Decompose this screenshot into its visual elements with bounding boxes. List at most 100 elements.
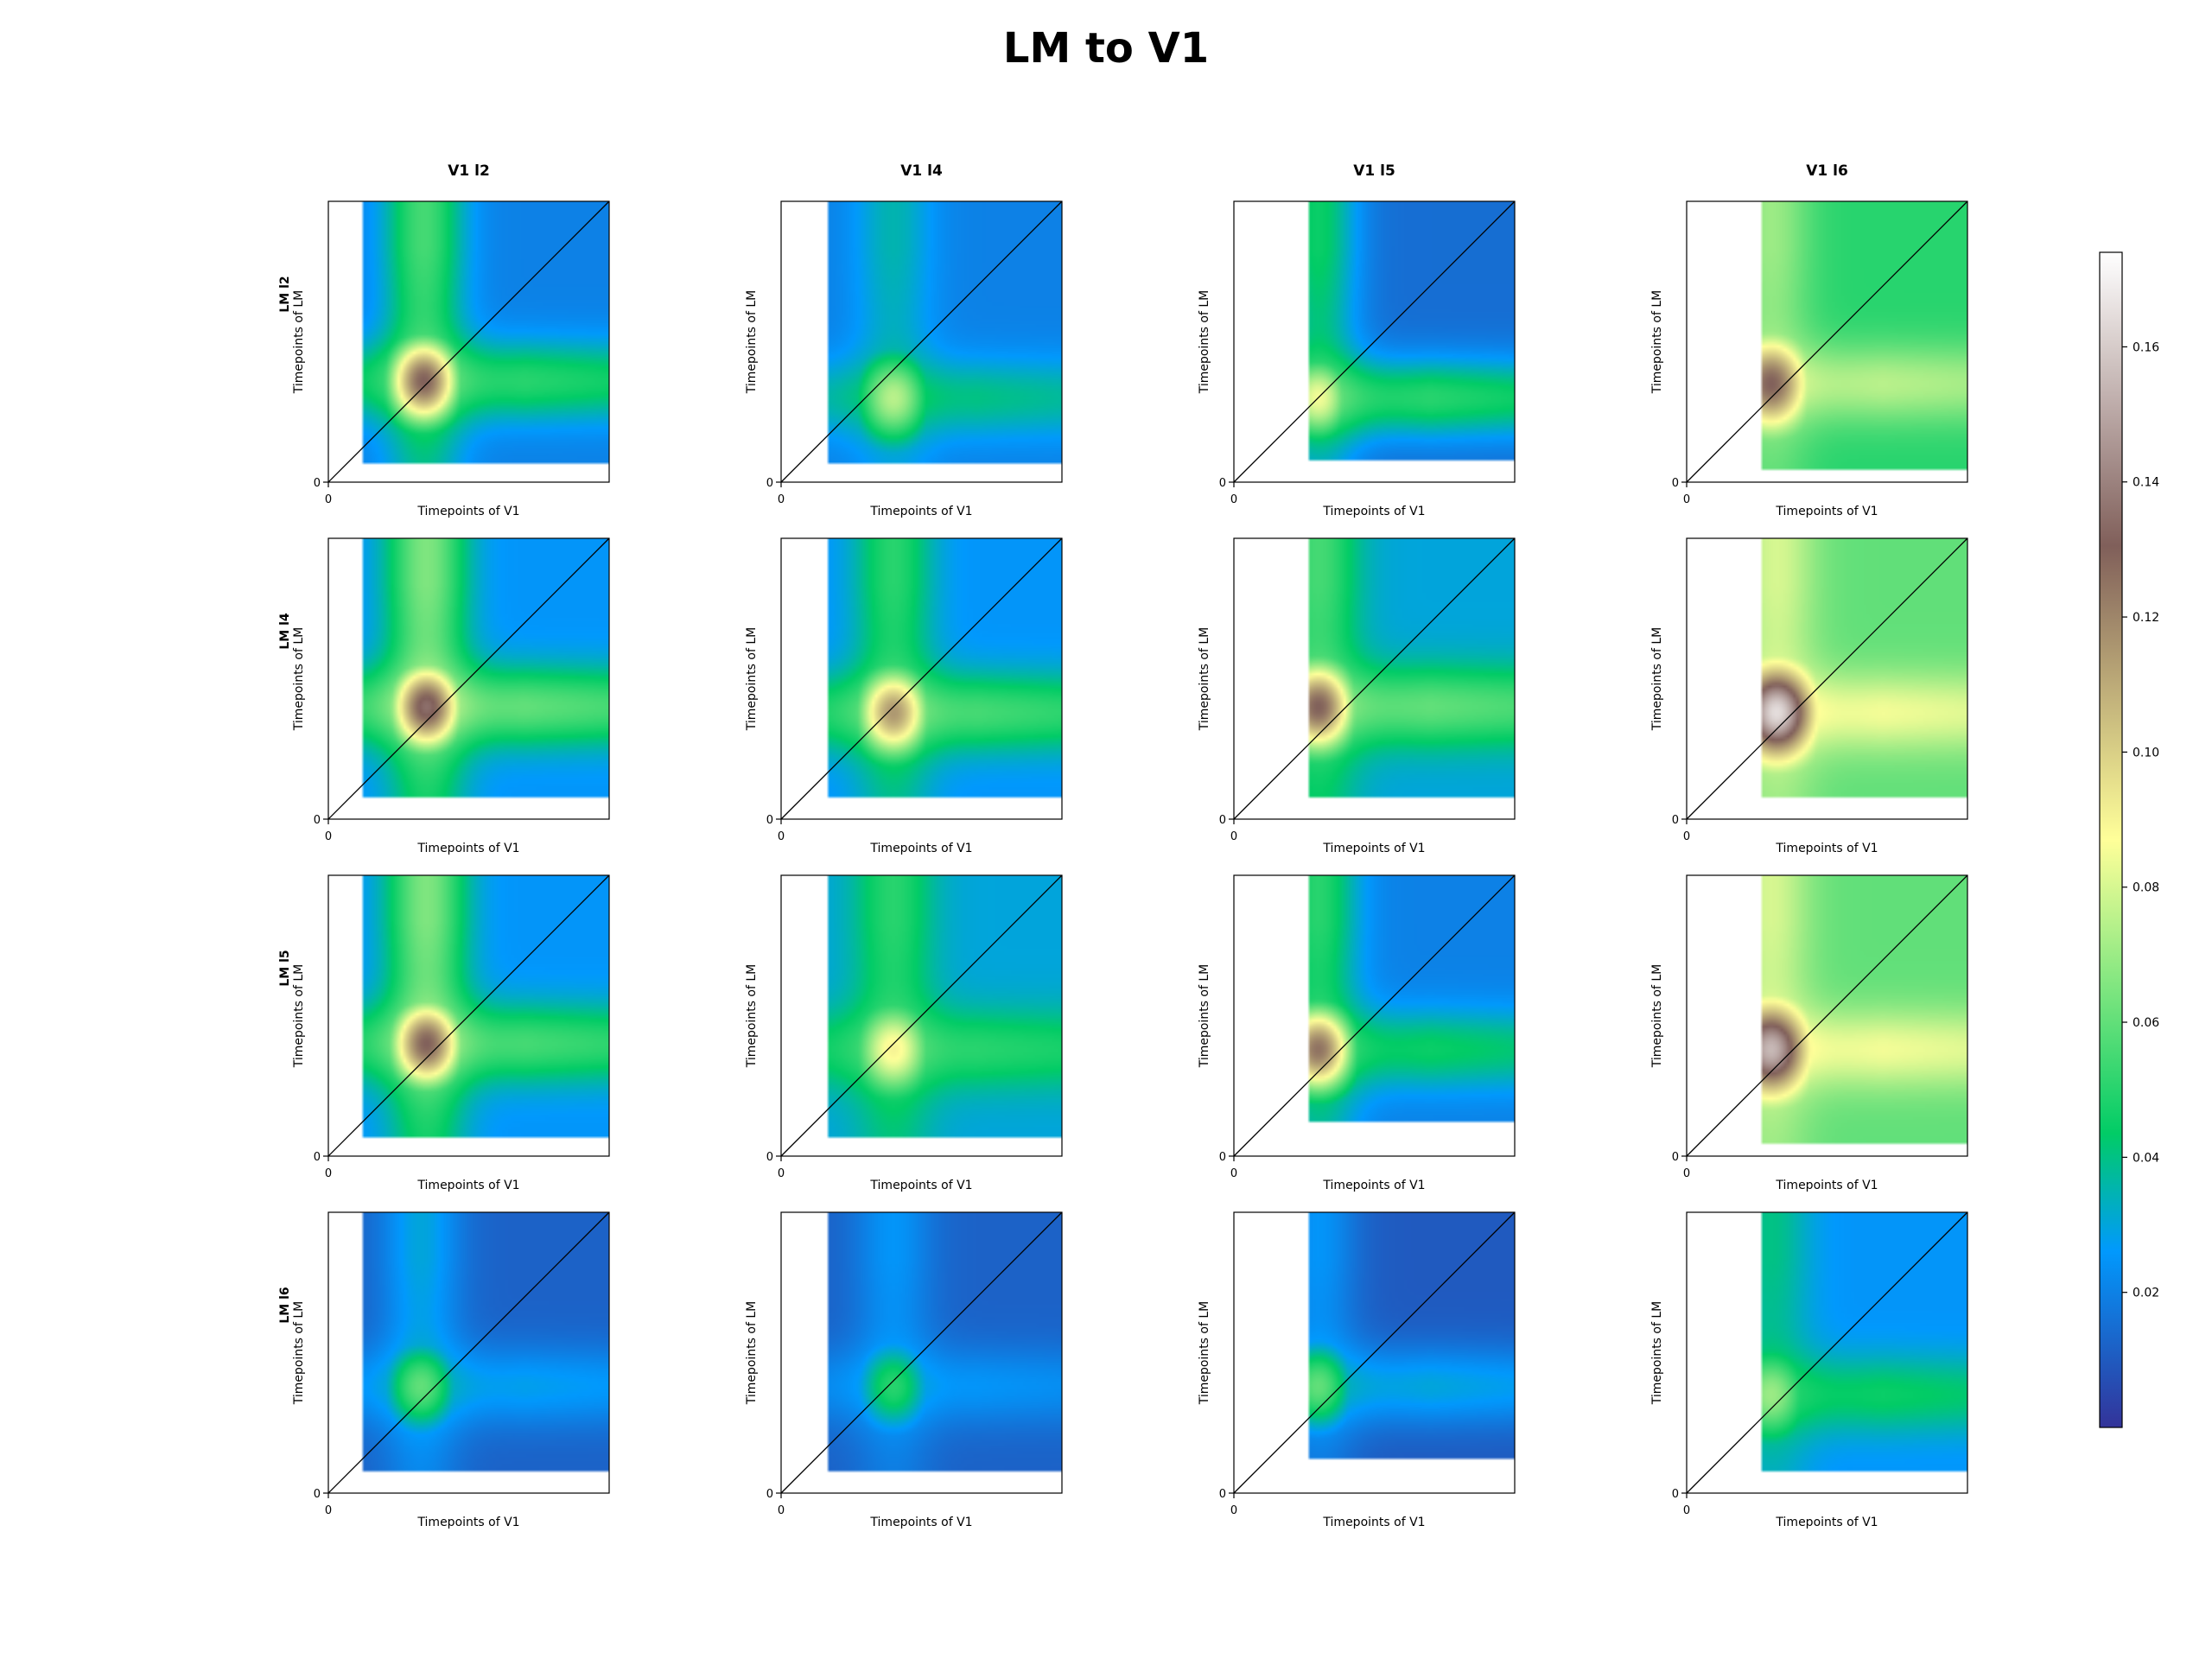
- row-title: LM l6: [278, 1287, 292, 1323]
- panel-frame: [327, 874, 610, 1157]
- row-title: LM l2: [278, 276, 292, 312]
- heatmap-panel: 00 Timepoints of V1 Timepoints of LM: [745, 200, 1063, 518]
- y-tick-label: 0: [1672, 1488, 1679, 1501]
- x-tick-label: 0: [1683, 830, 1690, 843]
- colorbar-tick-label: 0.08: [2133, 881, 2159, 895]
- row-title: LM l5: [278, 950, 292, 986]
- diagonal-line: [780, 200, 1063, 483]
- row-title: LM l4: [278, 613, 292, 650]
- y-tick-label: 0: [1672, 814, 1679, 827]
- x-axis-label: Timepoints of V1: [869, 842, 972, 855]
- y-tick-label: 0: [766, 477, 773, 490]
- column-title: V1 l2: [448, 162, 490, 180]
- heatmap-panel: 00 Timepoints of V1 Timepoints of LM: [292, 200, 610, 518]
- diagonal-line: [780, 1211, 1063, 1494]
- colorbar-tick-label: 0.12: [2133, 611, 2159, 625]
- y-axis-label: Timepoints of LM: [1650, 964, 1664, 1069]
- heatmap-panel: 00 Timepoints of V1 Timepoints of LM: [292, 537, 610, 855]
- x-tick-label: 0: [325, 1504, 332, 1517]
- heatmap-panel: 00 Timepoints of V1 Timepoints of LM: [1198, 1211, 1516, 1529]
- column-title: V1 l6: [1806, 162, 1848, 180]
- y-axis-label: Timepoints of LM: [1650, 290, 1664, 395]
- y-tick-label: 0: [766, 814, 773, 827]
- colorbar-tick-label: 0.04: [2133, 1151, 2159, 1165]
- x-tick-label: 0: [325, 1167, 332, 1180]
- diagonal-line: [327, 874, 610, 1157]
- x-axis-label: Timepoints of V1: [869, 1179, 972, 1192]
- y-tick-label: 0: [314, 477, 321, 490]
- panel-frame: [1233, 874, 1516, 1157]
- heatmap-panel: 00 Timepoints of V1 Timepoints of LM: [745, 1211, 1063, 1529]
- y-axis-label: Timepoints of LM: [745, 627, 759, 732]
- heatmap-panel: 00 Timepoints of V1 Timepoints of LM: [1198, 200, 1516, 518]
- colorbar-tick-label: 0.10: [2133, 746, 2159, 760]
- panel-frame: [1233, 200, 1516, 483]
- x-axis-label: Timepoints of V1: [1322, 505, 1425, 518]
- y-tick-label: 0: [766, 1151, 773, 1164]
- x-axis-label: Timepoints of V1: [869, 1516, 972, 1529]
- y-axis-label: Timepoints of LM: [1650, 627, 1664, 732]
- column-title: V1 l5: [1353, 162, 1395, 180]
- diagonal-line: [1686, 537, 1968, 820]
- y-axis-label: Timepoints of LM: [292, 964, 306, 1069]
- x-tick-label: 0: [778, 830, 785, 843]
- heatmap-panel: 00 Timepoints of V1 Timepoints of LM: [1198, 537, 1516, 855]
- y-tick-label: 0: [314, 1488, 321, 1501]
- heatmap-panel: 00 Timepoints of V1 Timepoints of LM: [1650, 1211, 1968, 1529]
- x-tick-label: 0: [1230, 1504, 1237, 1517]
- diagonal-line: [1233, 537, 1516, 820]
- x-axis-label: Timepoints of V1: [1775, 1516, 1878, 1529]
- x-tick-label: 0: [778, 1167, 785, 1180]
- diagonal-line: [327, 200, 610, 483]
- x-axis-label: Timepoints of V1: [869, 505, 972, 518]
- y-axis-label: Timepoints of LM: [745, 964, 759, 1069]
- y-axis-label: Timepoints of LM: [1198, 1301, 1211, 1406]
- panel-frame: [780, 874, 1063, 1157]
- x-tick-label: 0: [1230, 493, 1237, 506]
- panel-frame: [327, 537, 610, 820]
- y-axis-label: Timepoints of LM: [1198, 627, 1211, 732]
- y-axis-label: Timepoints of LM: [745, 1301, 759, 1406]
- colorbar-tick-label: 0.02: [2133, 1287, 2159, 1300]
- panel-frame: [780, 1211, 1063, 1494]
- heatmap-panel: 00 Timepoints of V1 Timepoints of LM: [745, 537, 1063, 855]
- diagonal-line: [1233, 874, 1516, 1157]
- colorbar: 0.02 0.04 0.06 0.08 0.10 0.12 0.14 0.16: [2099, 251, 2159, 1428]
- y-tick-label: 0: [1672, 477, 1679, 490]
- colorbar-tick-label: 0.16: [2133, 340, 2159, 354]
- heatmap-panel: 00 Timepoints of V1 Timepoints of LM: [1650, 537, 1968, 855]
- y-axis-label: Timepoints of LM: [1198, 290, 1211, 395]
- heatmap-panel: 00 Timepoints of V1 Timepoints of LM: [1198, 874, 1516, 1192]
- diagonal-line: [1686, 874, 1968, 1157]
- x-axis-label: Timepoints of V1: [416, 1179, 519, 1192]
- x-tick-label: 0: [778, 1504, 785, 1517]
- heatmap-panel: 00 Timepoints of V1 Timepoints of LM: [745, 874, 1063, 1192]
- diagonal-line: [327, 537, 610, 820]
- x-tick-label: 0: [778, 493, 785, 506]
- x-tick-label: 0: [1683, 1167, 1690, 1180]
- x-axis-label: Timepoints of V1: [416, 505, 519, 518]
- panel-frame: [1233, 537, 1516, 820]
- y-tick-label: 0: [1219, 1488, 1226, 1501]
- panel-frame: [1686, 1211, 1968, 1494]
- y-tick-label: 0: [1672, 1151, 1679, 1164]
- heatmap-panel: 00 Timepoints of V1 Timepoints of LM: [1650, 874, 1968, 1192]
- colorbar-gradient: [2100, 252, 2122, 1427]
- colorbar-tick-label: 0.14: [2133, 476, 2159, 490]
- colorbar-frame: [2099, 251, 2123, 1428]
- x-axis-label: Timepoints of V1: [1322, 1179, 1425, 1192]
- panel-frame: [327, 1211, 610, 1494]
- y-axis-label: Timepoints of LM: [292, 627, 306, 732]
- colorbar-tick-label: 0.06: [2133, 1016, 2159, 1030]
- y-axis-label: Timepoints of LM: [292, 1301, 306, 1406]
- diagonal-line: [1233, 200, 1516, 483]
- diagonal-line: [1686, 1211, 1968, 1494]
- y-axis-label: Timepoints of LM: [1650, 1301, 1664, 1406]
- x-axis-label: Timepoints of V1: [1775, 1179, 1878, 1192]
- x-tick-label: 0: [325, 830, 332, 843]
- panel-frame: [1233, 1211, 1516, 1494]
- x-tick-label: 0: [1230, 1167, 1237, 1180]
- y-tick-label: 0: [1219, 477, 1226, 490]
